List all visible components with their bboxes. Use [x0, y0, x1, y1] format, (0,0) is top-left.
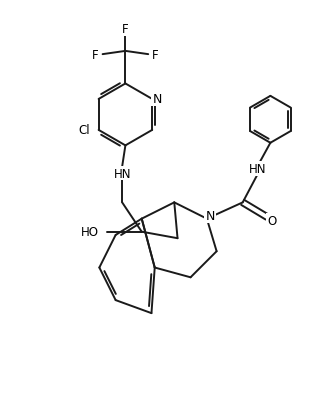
Text: N: N — [205, 209, 215, 222]
Text: F: F — [92, 49, 99, 61]
Text: N: N — [152, 93, 162, 106]
Text: F: F — [152, 49, 159, 61]
Text: O: O — [267, 214, 277, 227]
Text: Cl: Cl — [79, 124, 90, 137]
Text: F: F — [122, 22, 129, 36]
Text: HN: HN — [249, 163, 266, 176]
Text: HO: HO — [81, 226, 99, 238]
Text: HN: HN — [114, 167, 131, 180]
